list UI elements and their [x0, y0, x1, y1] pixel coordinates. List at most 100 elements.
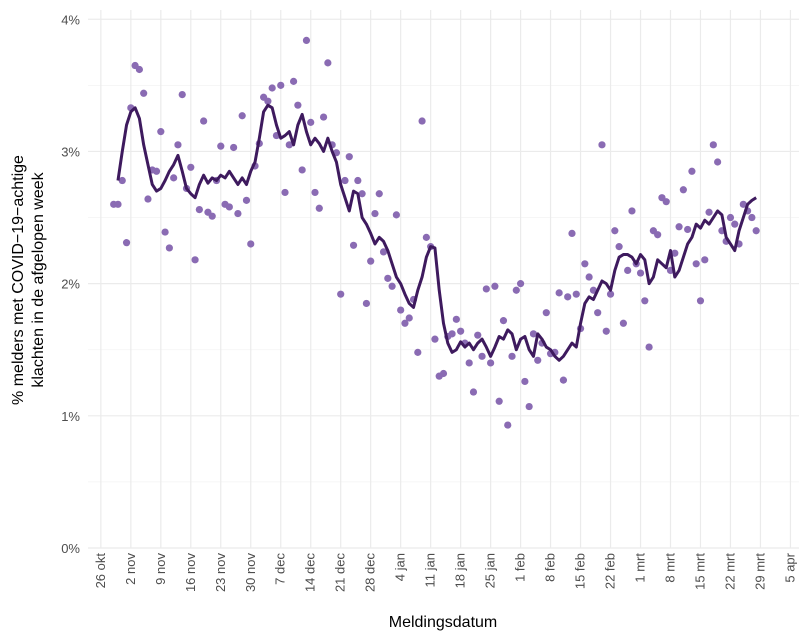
data-point — [195, 206, 203, 214]
data-point — [641, 297, 649, 305]
data-point — [542, 309, 550, 317]
x-tick-label: 4 jan — [393, 553, 408, 581]
data-point — [679, 186, 687, 194]
data-point — [289, 77, 298, 85]
data-point — [397, 306, 405, 314]
x-tick-label: 25 jan — [483, 553, 498, 588]
data-point — [564, 293, 572, 301]
data-point — [388, 282, 396, 290]
data-point — [495, 397, 503, 405]
data-point — [568, 229, 576, 237]
data-point — [555, 289, 563, 297]
data-point — [264, 97, 272, 105]
data-point — [645, 343, 653, 351]
data-point — [731, 220, 739, 228]
data-point — [457, 327, 465, 335]
data-point — [247, 240, 255, 248]
x-tick-label: 18 jan — [453, 553, 468, 588]
x-tick-label: 1 mrt — [633, 553, 648, 583]
data-point — [534, 356, 542, 364]
data-point — [384, 274, 392, 282]
data-point — [401, 319, 409, 327]
data-point — [144, 195, 152, 203]
data-point — [208, 212, 216, 220]
data-point — [302, 36, 311, 45]
data-point — [465, 359, 473, 367]
data-point — [739, 200, 747, 208]
y-tick-label: 2% — [61, 277, 80, 292]
x-tick-label: 9 nov — [153, 553, 168, 585]
data-point — [315, 204, 323, 212]
data-point — [405, 314, 413, 322]
data-point — [242, 196, 251, 204]
data-point — [474, 331, 482, 339]
data-point — [701, 256, 709, 264]
x-tick-label: 5 apr — [782, 552, 797, 582]
data-point — [478, 352, 486, 360]
data-point — [714, 158, 722, 166]
data-point — [448, 330, 456, 338]
data-point — [422, 233, 430, 241]
data-point — [345, 153, 353, 161]
trend-line — [116, 103, 757, 362]
data-point — [178, 90, 186, 99]
data-point — [319, 113, 328, 121]
data-point — [118, 176, 126, 185]
y-tick-label: 3% — [61, 144, 80, 159]
data-point — [525, 402, 533, 411]
data-point — [692, 260, 700, 268]
x-tick-label: 15 feb — [573, 553, 588, 589]
data-point — [268, 84, 276, 92]
x-tick-label: 1 feb — [513, 553, 528, 582]
data-point — [140, 89, 148, 97]
x-axis-title: Meldingsdatum — [389, 614, 498, 631]
data-point — [307, 118, 315, 126]
data-point — [615, 243, 623, 251]
data-point — [165, 244, 173, 252]
data-point — [684, 225, 692, 234]
x-tick-label: 14 dec — [303, 553, 318, 593]
data-point — [675, 223, 683, 231]
data-point — [375, 190, 383, 198]
data-point — [602, 327, 610, 335]
data-point — [594, 309, 602, 317]
data-point — [170, 174, 178, 182]
data-point — [367, 257, 375, 265]
data-point — [688, 167, 696, 175]
data-point — [414, 348, 422, 356]
data-point — [512, 286, 520, 294]
data-point — [452, 315, 460, 323]
data-point — [358, 190, 366, 198]
data-point — [516, 280, 525, 288]
data-point — [439, 369, 448, 378]
data-point — [371, 209, 379, 218]
data-point — [234, 209, 242, 218]
data-point — [726, 213, 735, 222]
y-axis-title: % melders met COVID−19−achtige — [10, 155, 27, 405]
data-point — [636, 269, 645, 277]
data-point — [529, 330, 538, 338]
data-point — [418, 117, 426, 125]
data-point — [662, 198, 670, 206]
x-tick-label: 2 nov — [123, 553, 138, 585]
data-point — [572, 290, 580, 298]
data-point — [187, 163, 195, 171]
data-point — [362, 299, 371, 308]
x-tick-label: 26 okt — [93, 553, 108, 589]
data-point — [469, 388, 478, 396]
data-point — [654, 231, 662, 239]
data-point — [559, 376, 568, 384]
x-tick-label: 8 feb — [543, 553, 558, 582]
data-point — [598, 141, 606, 149]
x-tick-label: 30 nov — [243, 553, 258, 593]
y-tick-label: 4% — [61, 12, 80, 27]
data-point — [504, 421, 512, 429]
data-point — [294, 101, 302, 109]
data-point — [324, 59, 332, 67]
data-point — [354, 176, 362, 185]
data-point — [157, 128, 165, 136]
data-point — [298, 166, 306, 174]
x-tick-label: 8 mrt — [663, 553, 678, 583]
x-tick-label: 22 mrt — [722, 553, 737, 590]
